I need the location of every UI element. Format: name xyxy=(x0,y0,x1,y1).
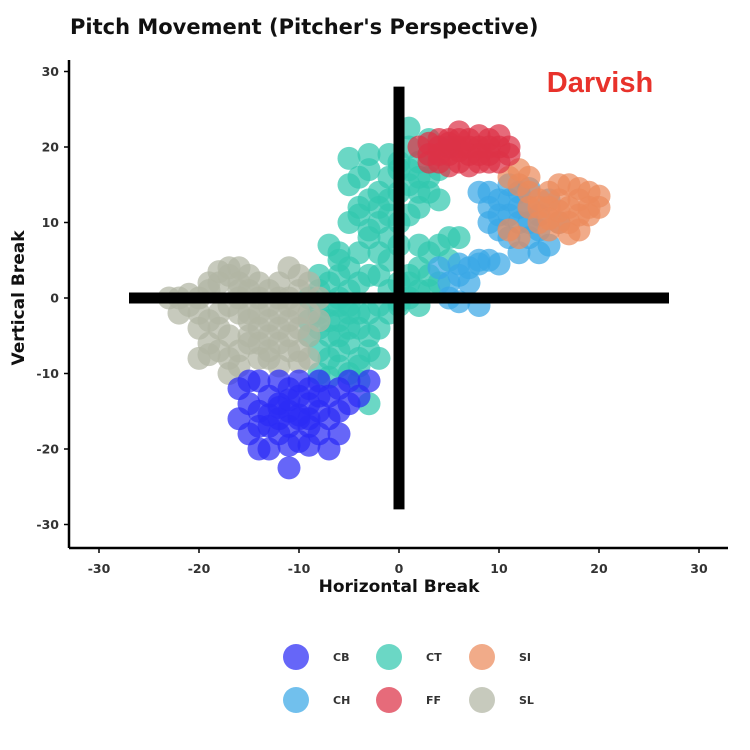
legend-swatch xyxy=(376,687,402,713)
data-point-si xyxy=(557,222,581,246)
data-point-cb xyxy=(277,433,301,457)
y-tick-label: 30 xyxy=(42,64,60,79)
data-point-ch xyxy=(447,252,471,276)
data-point-ch xyxy=(487,252,511,276)
data-point-cb xyxy=(297,407,321,431)
data-point-cb xyxy=(247,414,271,438)
data-point-sl xyxy=(237,324,261,348)
legend-label: SI xyxy=(519,651,531,664)
reference-lines xyxy=(129,86,669,510)
legend-item-ch: CH xyxy=(283,687,350,713)
legend-item-ff: FF xyxy=(376,687,441,713)
data-point-si xyxy=(567,177,591,201)
data-point-cb xyxy=(297,433,321,457)
data-point-si xyxy=(577,203,601,227)
legend-label: SL xyxy=(519,694,534,707)
data-point-ct xyxy=(357,218,381,242)
pitcher-name-label: Darvish xyxy=(547,67,653,99)
x-tick-label: -10 xyxy=(288,561,311,576)
x-tick-label: 20 xyxy=(590,561,608,576)
data-point-ct xyxy=(337,146,361,170)
data-point-si xyxy=(537,207,561,231)
data-point-cb xyxy=(237,369,261,393)
x-tick-label: 10 xyxy=(490,561,508,576)
x-tick-label: 0 xyxy=(395,561,404,576)
y-tick-label: 20 xyxy=(42,140,60,155)
data-point-sl xyxy=(307,309,331,333)
x-tick-label: 30 xyxy=(690,561,708,576)
x-tick-label: -20 xyxy=(188,561,211,576)
y-axis-label: Vertical Break xyxy=(9,230,29,366)
data-point-ct xyxy=(367,316,391,340)
data-point-cb xyxy=(357,369,381,393)
data-point-ct xyxy=(357,143,381,167)
legend-label: FF xyxy=(426,694,441,707)
legend-label: CH xyxy=(333,694,350,707)
data-point-sl xyxy=(187,346,211,370)
data-point-si xyxy=(507,226,531,250)
data-point-sl xyxy=(257,346,281,370)
data-point-ct xyxy=(337,211,361,234)
data-point-cb xyxy=(277,456,301,480)
data-point-sl xyxy=(207,316,231,340)
series-sl xyxy=(157,256,331,385)
data-point-ff xyxy=(427,143,451,167)
data-point-si xyxy=(587,184,611,208)
data-point-ct xyxy=(327,248,351,272)
data-point-ct xyxy=(367,346,391,370)
legend-item-cb: CB xyxy=(283,644,349,670)
chart-title: Pitch Movement (Pitcher's Perspective) xyxy=(70,15,538,39)
data-point-cb xyxy=(287,369,311,393)
y-tick-label: 0 xyxy=(50,291,59,306)
data-point-sl xyxy=(187,301,211,325)
data-point-ct xyxy=(447,226,471,250)
data-point-cb xyxy=(307,384,331,408)
data-point-cb xyxy=(317,437,341,461)
data-point-ct xyxy=(347,241,371,265)
axes: -30 -20 -10 0 10 20 30 30 20 10 0 -10 -20 -30 xyxy=(36,60,728,576)
x-axis-label: Horizontal Break xyxy=(319,577,480,597)
legend-swatch xyxy=(283,644,309,670)
data-point-sl xyxy=(247,301,271,325)
legend-label: CB xyxy=(333,651,349,664)
y-tick-label: -20 xyxy=(36,442,59,457)
data-point-ch xyxy=(527,241,551,265)
data-point-sl xyxy=(287,350,311,374)
data-point-cb xyxy=(267,369,291,393)
data-point-ct xyxy=(367,241,391,265)
data-point-ch xyxy=(427,256,451,280)
legend-swatch xyxy=(469,644,495,670)
data-point-cb xyxy=(277,388,301,412)
data-point-ff xyxy=(477,135,501,159)
data-point-ff xyxy=(447,127,471,151)
data-point-ch xyxy=(477,180,501,204)
data-point-ct xyxy=(337,173,361,197)
legend-item-si: SI xyxy=(469,644,531,670)
series-cb xyxy=(227,369,381,480)
legend-swatch xyxy=(376,644,402,670)
data-point-ct xyxy=(407,180,431,204)
data-point-si xyxy=(517,195,541,219)
x-tick-label: -30 xyxy=(88,561,111,576)
legend-swatch xyxy=(283,687,309,713)
legend: CB CT SI CH FF SL xyxy=(283,644,534,713)
y-tick-label: -30 xyxy=(36,517,59,532)
data-point-ch xyxy=(457,271,481,295)
data-point-ff xyxy=(497,143,521,167)
legend-item-sl: SL xyxy=(469,687,534,713)
data-point-ct xyxy=(427,188,451,212)
y-tick-label: -10 xyxy=(36,366,59,381)
legend-label: CT xyxy=(426,651,442,664)
data-point-cb xyxy=(327,399,351,423)
series-ff xyxy=(407,120,521,178)
legend-swatch xyxy=(469,687,495,713)
series-si xyxy=(497,158,611,250)
legend-item-ct: CT xyxy=(376,644,442,670)
data-point-sl xyxy=(197,271,221,295)
y-tick-label: 10 xyxy=(42,215,60,230)
data-point-sl xyxy=(267,316,291,340)
